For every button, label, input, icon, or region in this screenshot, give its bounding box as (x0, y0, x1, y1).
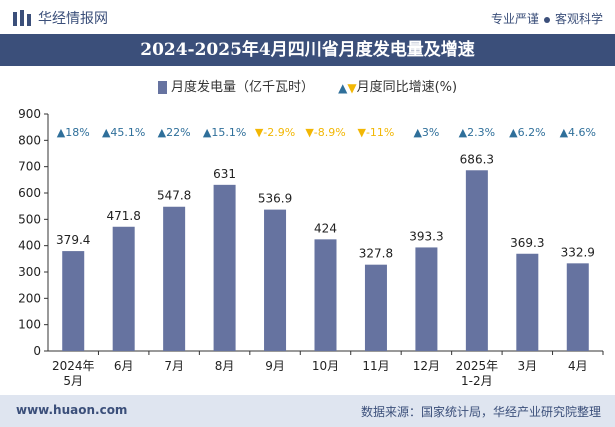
slogan-dot-icon (543, 16, 550, 23)
growth-rate-label: ▼-8.9% (305, 126, 345, 139)
bar-value-label: 369.3 (510, 236, 544, 250)
footer-source: 数据来源：国家统计局，华经产业研究院整理 (360, 405, 601, 419)
x-tick-label: 11月 (362, 359, 389, 373)
x-tick-label: 4月 (568, 359, 588, 373)
bar (163, 206, 186, 351)
growth-rate-label: ▲45.1% (102, 126, 145, 139)
growth-rate-label: ▲18% (57, 126, 90, 139)
bar (112, 226, 135, 351)
growth-rate-label: ▲3% (413, 126, 439, 139)
y-tick-label: 300 (18, 265, 41, 279)
y-tick-label: 900 (18, 107, 41, 121)
legend: 月度发电量（亿千瓦时） ▲▼月度同比增速(%) (0, 76, 615, 95)
y-tick-label: 200 (18, 291, 41, 305)
legend-growth-label: 月度同比增速(%) (356, 80, 458, 95)
y-tick-label: 100 (18, 318, 41, 332)
bar-value-label: 471.8 (107, 209, 141, 223)
growth-rate-label: ▲4.6% (560, 126, 596, 139)
x-tick-label: 8月 (215, 359, 235, 373)
slogan: 专业严谨 客观科学 (491, 10, 603, 27)
growth-rate-label: ▲2.3% (459, 126, 495, 139)
growth-rate-label: ▲6.2% (509, 126, 545, 139)
bar (516, 253, 539, 351)
bar-value-label: 686.3 (460, 152, 494, 166)
legend-item-bar: 月度发电量（亿千瓦时） (157, 76, 314, 95)
chart-title: 2024-2025年4月四川省月度发电量及增速 (0, 34, 615, 66)
legend-item-growth: ▲▼月度同比增速(%) (338, 76, 457, 95)
bar (415, 247, 438, 351)
growth-rate-label: ▲22% (158, 126, 191, 139)
x-tick-label: 9月 (265, 359, 285, 373)
bar-chart: 0 100 200 300 400 500 600 700 800 900 379.4 2024年5月… (18, 107, 604, 388)
y-tick-label: 0 (33, 344, 41, 358)
x-tick-label: 10月 (312, 359, 339, 373)
x-tick-label: 2025年 (456, 359, 499, 373)
footer-site: www.huaon.com (16, 403, 128, 417)
bar-value-label: 536.9 (258, 192, 292, 206)
legend-bar-label: 月度发电量（亿千瓦时） (170, 80, 314, 95)
y-tick-label: 700 (18, 160, 41, 174)
footer: www.huaon.com 数据来源：国家统计局，华经产业研究院整理 (0, 395, 615, 427)
legend-up-triangle-icon: ▲ (338, 80, 348, 95)
y-tick-label: 400 (18, 239, 41, 253)
x-tick-label: 2024年 (52, 359, 95, 373)
y-tick-label: 600 (18, 186, 41, 200)
bar-value-label: 547.8 (157, 189, 191, 203)
bar (465, 170, 488, 351)
bar (364, 264, 387, 351)
slogan-right: 客观科学 (554, 12, 603, 26)
x-tick-label: 1-2月 (461, 374, 493, 388)
bar-value-label: 393.3 (409, 229, 443, 243)
legend-bar-swatch-icon (157, 81, 167, 94)
bar (314, 239, 337, 351)
x-tick-label: 3月 (517, 359, 537, 373)
brand-name: 华经情报网 (38, 11, 108, 27)
bar (213, 184, 236, 351)
bar-value-label: 327.8 (359, 247, 393, 261)
x-tick-label: 5月 (63, 374, 83, 388)
bar-value-label: 379.4 (56, 233, 90, 247)
x-tick-label: 6月 (114, 359, 134, 373)
bar (566, 263, 589, 351)
legend-down-triangle-icon: ▼ (347, 80, 357, 95)
slogan-left: 专业严谨 (490, 12, 539, 26)
logo-icon (13, 10, 31, 26)
y-tick-label: 500 (18, 212, 41, 226)
y-tick-label: 800 (18, 133, 41, 147)
growth-rate-label: ▲15.1% (203, 126, 246, 139)
bar-value-label: 332.9 (561, 245, 595, 259)
x-tick-label: 7月 (164, 359, 184, 373)
growth-rate-label: ▼-11% (358, 126, 395, 139)
top-bar: 华经情报网 专业严谨 客观科学 (0, 0, 615, 34)
bar-value-label: 424 (314, 221, 337, 235)
growth-rate-label: ▼-2.9% (255, 126, 295, 139)
bar (264, 209, 287, 351)
bar-value-label: 631 (213, 167, 236, 181)
bar (62, 251, 85, 351)
x-tick-label: 12月 (413, 359, 440, 373)
